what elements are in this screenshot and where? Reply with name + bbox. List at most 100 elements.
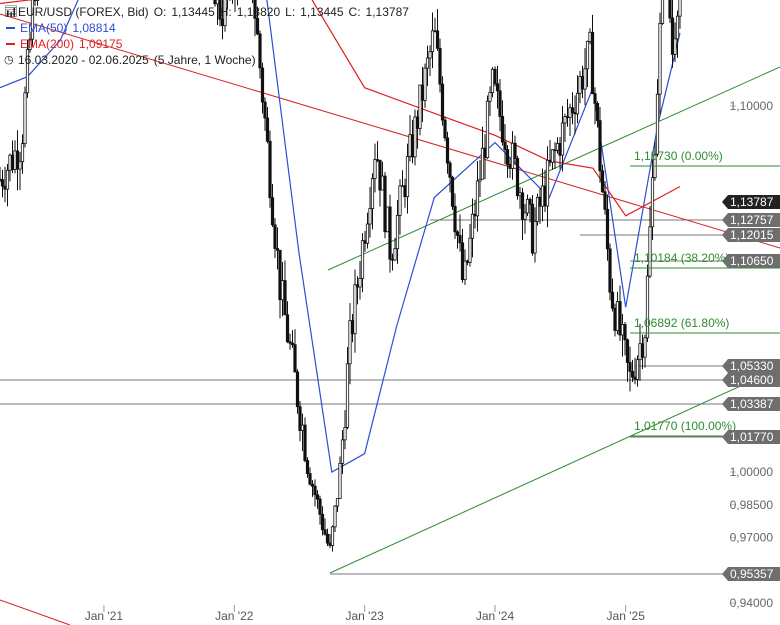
legend-ema200-row: EMA(200) 1,09175: [4, 36, 409, 52]
candle-body: [278, 249, 282, 301]
candle-body: [398, 185, 402, 216]
candle-body: [350, 320, 355, 335]
bar-chart-icon: 📊︎: [4, 6, 18, 18]
candle-body: [453, 205, 457, 233]
candle-body: [448, 162, 452, 178]
candle-body: [585, 40, 590, 70]
candle-body: [400, 185, 405, 188]
candle-body: [450, 176, 455, 207]
candle-body: [545, 159, 550, 207]
candle-body: [615, 301, 620, 331]
candle-body: [598, 120, 602, 172]
candle-body: [30, 0, 35, 40]
candle-body: [465, 260, 470, 263]
candle-body: [673, 38, 677, 55]
candle-body: [340, 439, 345, 464]
x-tick-label: Jan '22: [215, 609, 254, 623]
candle-body: [573, 112, 577, 115]
candle-body: [35, 0, 40, 1]
candle-body: [603, 191, 607, 210]
candle-body: [485, 100, 490, 159]
candle-body: [263, 101, 267, 119]
ema50-swatch: [6, 27, 15, 29]
candle-body: [213, 0, 217, 5]
candle-body: [560, 122, 565, 156]
x-tick-label: Jan '21: [85, 609, 124, 623]
candle-body: [473, 213, 477, 217]
candle-body: [488, 92, 492, 102]
candle-body: [33, 0, 37, 2]
candle-body: [613, 307, 617, 331]
candle-body: [268, 140, 272, 199]
candle-body: [493, 68, 497, 85]
ema50-value: 1,08814: [72, 21, 116, 35]
candle-body: [543, 185, 547, 207]
candle-body: [438, 47, 442, 85]
candle-body: [0, 179, 5, 187]
candle-body: [640, 343, 645, 358]
candle-body: [365, 223, 370, 244]
candle-body: [515, 158, 520, 197]
candle-body: [558, 143, 562, 156]
candle-body: [363, 240, 367, 244]
close-value: 1,13787: [365, 5, 409, 19]
candle-body: [475, 180, 480, 217]
candle-body: [390, 258, 395, 261]
resistance-trendline-lower: [0, 599, 71, 625]
price-tag-label: 1,01770: [730, 430, 774, 444]
chart-legend: 📊︎ EUR/USD (FOREX, Bid) O: 1,13445 H: 1,…: [4, 4, 409, 68]
candle-body: [620, 324, 625, 336]
candle-body: [310, 483, 315, 487]
candle-body: [328, 542, 332, 546]
candle-body: [320, 513, 325, 531]
candle-body: [635, 359, 640, 380]
candle-body: [395, 214, 400, 250]
price-tag-box: [722, 359, 780, 373]
fibonacci-level-label: 1,10184 (38.20%): [634, 251, 729, 265]
candlesticks: [0, 0, 682, 552]
candle-body: [345, 363, 350, 428]
candle-body: [523, 212, 527, 220]
candle-body: [25, 49, 30, 94]
x-tick-label: Jan '24: [476, 609, 515, 623]
candle-body: [440, 83, 445, 121]
candle-body: [650, 177, 655, 228]
fibonacci-level-label: 1,15730 (0.00%): [634, 149, 723, 163]
candle-body: [403, 185, 407, 198]
candle-body: [520, 192, 525, 220]
price-tag-label: 1,04600: [730, 373, 774, 387]
candle-body: [370, 178, 375, 209]
candle-body: [555, 143, 560, 151]
candle-body: [495, 83, 500, 92]
candle-body: [570, 107, 575, 113]
candle-body: [253, 0, 257, 19]
candle-body: [305, 460, 310, 474]
candle-body: [28, 38, 32, 50]
candle-body: [528, 198, 532, 205]
price-tag-label: 1,12757: [730, 213, 774, 227]
candle-body: [648, 226, 652, 277]
candle-body: [455, 231, 460, 236]
candle-body: [538, 196, 542, 207]
candle-body: [458, 235, 462, 244]
price-tag-box: [722, 195, 780, 209]
candle-body: [540, 185, 545, 207]
candle-body: [505, 149, 510, 165]
price-tag-box: [722, 567, 780, 581]
candle-body: [3, 185, 7, 190]
candle-body: [550, 149, 555, 163]
candle-body: [510, 142, 515, 169]
ema200-label: EMA(200): [20, 37, 75, 51]
candle-body: [498, 90, 502, 117]
candle-body: [368, 208, 372, 225]
candle-body: [300, 424, 305, 431]
price-tag-box: [722, 254, 780, 268]
x-axis: Jan '21 Jan '22 Jan '23 Jan '24 Jan '25: [85, 605, 645, 623]
candle-body: [290, 342, 295, 346]
open-label: O:: [153, 5, 167, 19]
candle-body: [298, 406, 302, 431]
fibonacci-labels: 1,15730 (0.00%) 1,10184 (38.20%) 1,06892 (…: [630, 149, 780, 437]
candle-body: [675, 15, 680, 40]
